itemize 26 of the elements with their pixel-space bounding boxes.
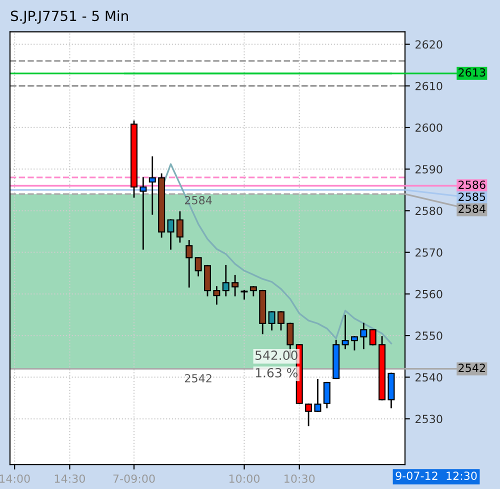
y-tick-label: 2600 (416, 123, 442, 132)
annotation: 542.00 (255, 350, 298, 360)
ref-line-label: 2585 (458, 192, 486, 201)
y-tick-label: 2550 (416, 332, 442, 340)
x-tick-label: 14:00 (0, 474, 30, 483)
x-tick-label: 14:30 (54, 474, 85, 483)
x-tick-label: 10:30 (284, 474, 315, 483)
ref-line-label: 2613 (458, 68, 486, 77)
y-tick-label: 2610 (416, 82, 442, 90)
y-tick-label: 2570 (416, 248, 442, 257)
x-tick-label: 7-09:00 (113, 474, 155, 483)
y-tick-label: 2620 (416, 40, 442, 49)
y-tick-label: 2560 (416, 290, 442, 298)
chart-title: S.JP.J7751 - 5 Min (10, 10, 128, 24)
ref-line-label: 2542 (458, 364, 485, 372)
annotation: 2542 (184, 374, 212, 382)
text: 9-07-12 12:30 (396, 472, 477, 480)
ref-line-label: 2586 (458, 180, 486, 189)
y-tick-label: 2530 (416, 414, 442, 424)
annotation: 2584 (184, 196, 212, 204)
x-tick-label: 10:00 (229, 474, 260, 483)
annotation: 1.63 % (256, 368, 298, 378)
y-tick-label: 2540 (416, 373, 442, 382)
y-tick-label: 2580 (416, 206, 442, 216)
ref-line-label: 2584 (458, 204, 486, 213)
y-tick-label: 2590 (416, 165, 442, 174)
